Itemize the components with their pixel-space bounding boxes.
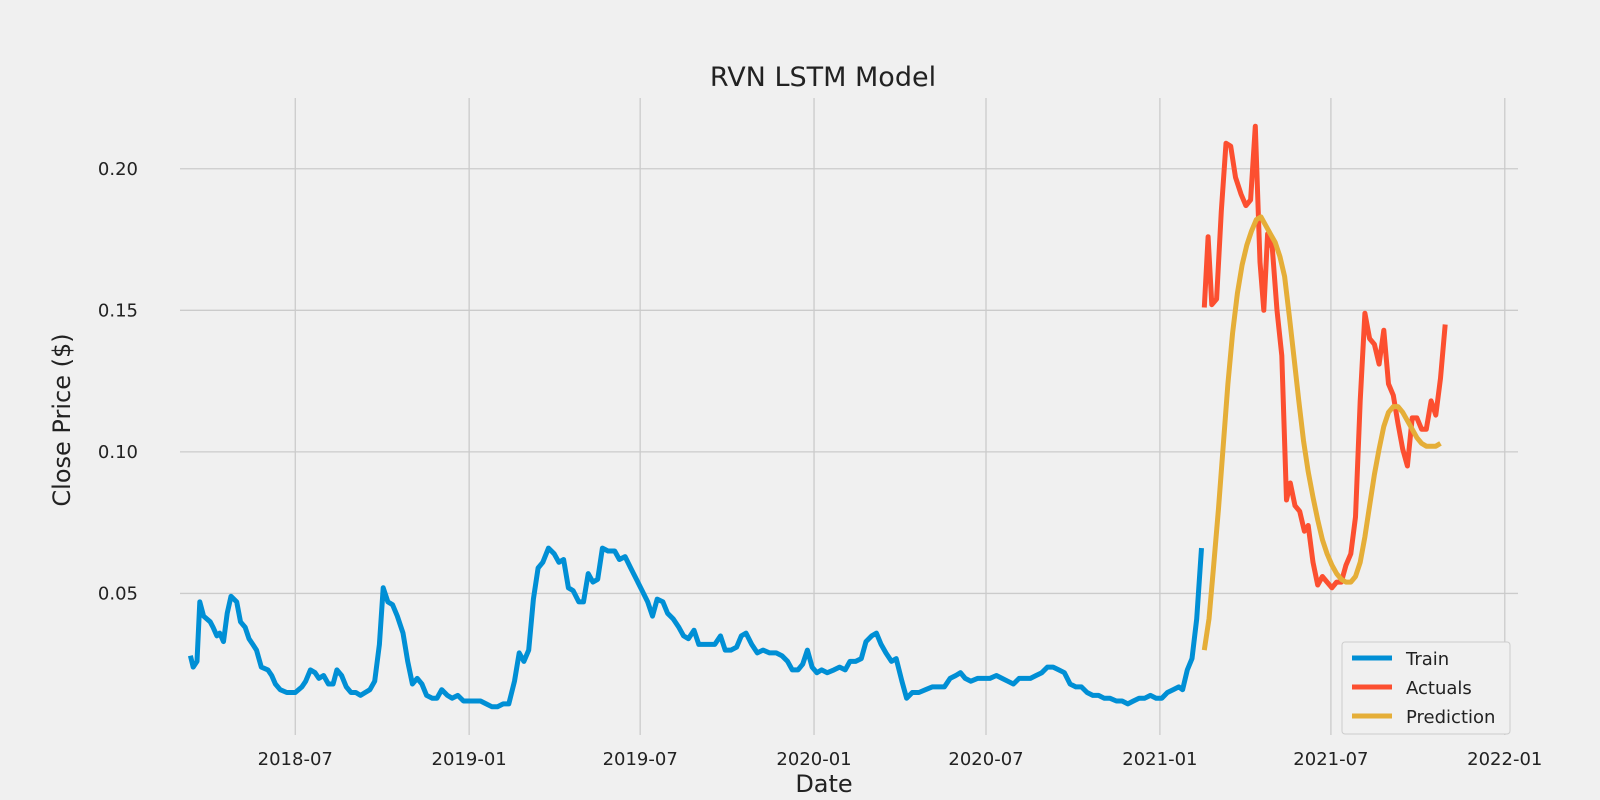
legend-label-train: Train xyxy=(1405,649,1449,670)
legend-label-actuals: Actuals xyxy=(1406,678,1472,699)
chart-title: RVN LSTM Model xyxy=(710,62,936,93)
y-axis-label: Close Price ($) xyxy=(48,333,76,506)
y-tick-labels: 0.05 0.10 0.15 0.20 xyxy=(98,159,138,605)
x-tick-label: 2021-07 xyxy=(1293,749,1368,770)
y-tick-label: 0.15 xyxy=(98,300,138,321)
x-tick-label: 2018-07 xyxy=(258,749,333,770)
x-tick-label: 2021-01 xyxy=(1122,749,1197,770)
series-layer xyxy=(187,123,1448,710)
series-line-actuals xyxy=(1201,123,1448,591)
legend: Train Actuals Prediction xyxy=(1341,641,1511,735)
x-axis-label: Date xyxy=(795,770,852,798)
series-line-prediction xyxy=(1201,214,1442,651)
x-tick-label: 2019-01 xyxy=(432,749,507,770)
y-tick-label: 0.05 xyxy=(98,583,138,604)
series-line-train xyxy=(187,545,1204,710)
y-tick-label: 0.20 xyxy=(98,159,138,180)
legend-label-prediction: Prediction xyxy=(1406,707,1495,728)
grid xyxy=(180,98,1518,735)
x-tick-labels: 2018-07 2019-01 2019-07 2020-01 2020-07 2021-… xyxy=(258,749,1543,770)
legend-box xyxy=(1341,641,1511,735)
x-tick-label: 2020-07 xyxy=(948,749,1023,770)
x-tick-label: 2019-07 xyxy=(603,749,678,770)
x-tick-label: 2020-01 xyxy=(776,749,851,770)
y-tick-label: 0.10 xyxy=(98,442,138,463)
x-tick-label: 2022-01 xyxy=(1467,749,1542,770)
